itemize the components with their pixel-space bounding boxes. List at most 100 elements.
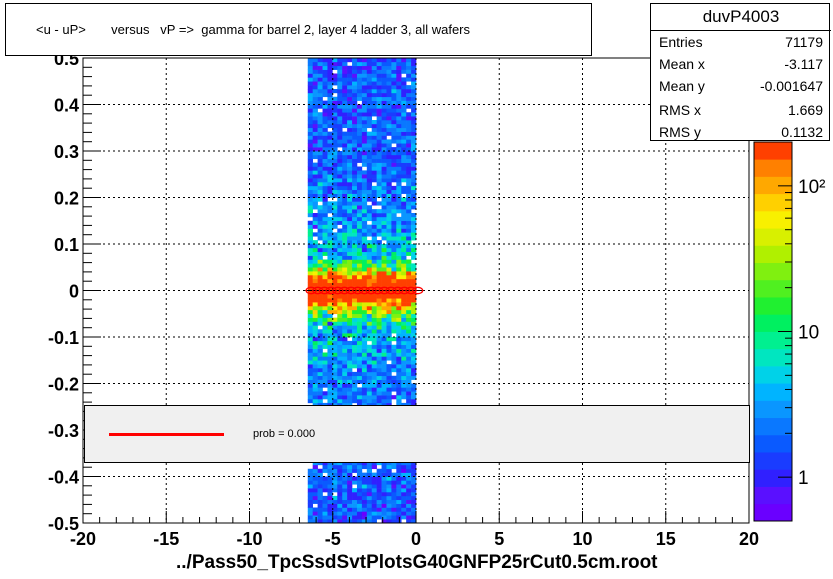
heatmap-cell [396, 131, 402, 136]
heatmap-cell [406, 185, 412, 191]
colorbar-cell [754, 279, 792, 298]
heatmap-cell [352, 65, 358, 70]
heatmap-cell [401, 360, 407, 365]
heatmap-cell [381, 135, 387, 140]
heatmap-cell [312, 360, 318, 365]
heatmap-cell [337, 399, 343, 404]
heatmap-cell [332, 193, 338, 198]
heatmap-cell [356, 375, 363, 380]
heatmap-cell [396, 368, 402, 373]
heatmap-cell [371, 131, 377, 136]
heatmap-cell [347, 228, 353, 233]
heatmap-cell [411, 495, 417, 501]
heatmap-cell [312, 116, 318, 121]
heatmap-cell [342, 213, 348, 218]
heatmap-cell [391, 317, 397, 322]
heatmap-cell [401, 247, 407, 253]
heatmap-cell [356, 360, 363, 365]
heatmap-cell [401, 337, 407, 342]
heatmap-cell [391, 360, 397, 365]
heatmap-cell [307, 209, 313, 214]
heatmap-cell [312, 170, 318, 175]
heatmap-cell [317, 174, 323, 179]
heatmap-cell [406, 395, 412, 400]
heatmap-cell [386, 329, 392, 334]
heatmap-cell [347, 402, 353, 408]
heatmap-cell [312, 216, 318, 222]
heatmap-cell [391, 228, 397, 233]
heatmap-cell [317, 278, 323, 284]
heatmap-cell [342, 495, 348, 501]
profile-point [352, 286, 364, 295]
heatmap-cell [337, 464, 343, 470]
heatmap-cell [396, 387, 402, 392]
heatmap-cell [361, 344, 368, 349]
heatmap-cell [401, 294, 407, 299]
heatmap-cell [307, 352, 313, 357]
heatmap-cell [352, 461, 358, 466]
heatmap-cell [371, 325, 377, 330]
heatmap-cell [317, 468, 323, 473]
heatmap-cell [366, 337, 373, 342]
heatmap-cell [361, 213, 368, 218]
heatmap-cell [337, 197, 343, 202]
heatmap-cell [327, 135, 333, 140]
heatmap-cell [371, 368, 377, 373]
heatmap-cell [361, 395, 368, 400]
heatmap-cell [366, 139, 373, 144]
heatmap-cell [366, 352, 373, 357]
legend-label: prob = 0.000 [253, 428, 316, 440]
heatmap-cell [401, 143, 407, 148]
heatmap-cell [307, 197, 313, 202]
heatmap-cell [371, 170, 377, 175]
heatmap-cell [366, 174, 373, 179]
heatmap-cell [337, 162, 343, 167]
stat-label: Mean x [659, 56, 705, 72]
heatmap-cell [386, 96, 392, 101]
heatmap-cell [352, 201, 358, 206]
heatmap-cell [307, 224, 313, 229]
heatmap-cell [361, 193, 368, 198]
heatmap-cell [356, 85, 363, 90]
heatmap-cell [317, 259, 323, 264]
heatmap-cell [371, 100, 377, 105]
heatmap-cell [327, 275, 333, 280]
heatmap-cell [381, 364, 387, 369]
heatmap-cell [406, 495, 412, 501]
heatmap-cell [401, 317, 407, 322]
heatmap-cell [386, 294, 392, 299]
heatmap-cell [366, 259, 373, 264]
heatmap-cell [327, 170, 333, 175]
stats-box: duvP4003 Entries 71179 Mean x -3.117 Mea… [650, 3, 831, 141]
heatmap-cell [406, 220, 412, 225]
heatmap-cell [381, 73, 387, 78]
heatmap-cell [381, 104, 387, 109]
heatmap-cell [366, 290, 373, 295]
heatmap-cell [411, 476, 417, 481]
heatmap-cell [391, 236, 397, 241]
heatmap-cell [322, 499, 328, 504]
heatmap-cell [307, 383, 313, 388]
heatmap-cell [352, 480, 358, 485]
heatmap-cell [391, 65, 397, 70]
heatmap-cell [356, 205, 363, 210]
heatmap-cell [411, 170, 417, 175]
heatmap-cell [307, 503, 313, 508]
heatmap-cell [317, 228, 323, 233]
heatmap-cell [411, 213, 417, 218]
heatmap-cell [411, 220, 417, 225]
heatmap-cell [312, 333, 318, 338]
heatmap-cell [312, 61, 318, 67]
heatmap-cell [337, 298, 343, 303]
y-tick-label: -0.2 [48, 375, 79, 395]
heatmap-cell [342, 402, 348, 408]
heatmap-cell [332, 89, 338, 94]
heatmap-cell [411, 306, 417, 311]
heatmap-cell [337, 116, 343, 121]
colorbar-cell [754, 469, 792, 487]
heatmap-cell [396, 224, 402, 229]
heatmap-cell [327, 205, 333, 210]
heatmap-cell [396, 356, 402, 361]
heatmap-cell [406, 379, 412, 384]
heatmap-cell [312, 267, 318, 272]
